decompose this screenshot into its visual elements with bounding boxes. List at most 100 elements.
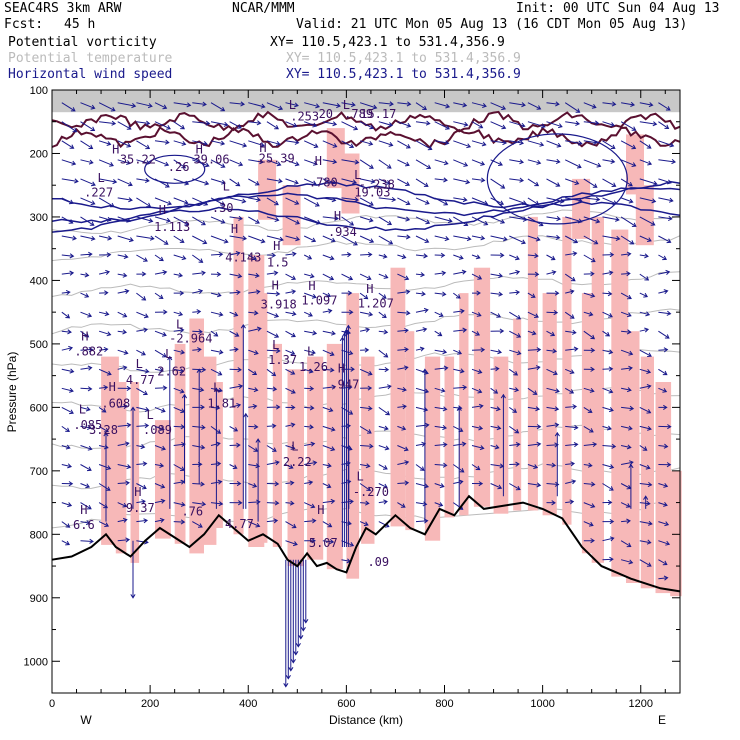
wind-vector	[471, 273, 483, 280]
wind-vector	[117, 272, 128, 278]
wind-vector	[210, 349, 224, 355]
wind-vector	[658, 197, 674, 203]
wind-vector	[565, 216, 583, 224]
wind-vector	[658, 521, 670, 527]
wind-vector	[136, 349, 146, 356]
wind-vector	[509, 177, 525, 183]
wind-vector	[61, 289, 71, 295]
downdraft-vector	[283, 559, 289, 688]
wind-vector	[546, 254, 556, 261]
pv-shade-column	[233, 216, 244, 535]
contour-label: H	[196, 143, 203, 157]
wind-vector	[117, 403, 128, 409]
wind-vector	[136, 197, 152, 208]
wind-vector	[583, 139, 598, 145]
pv-shade-column	[258, 293, 268, 543]
wind-vector	[341, 216, 355, 226]
wind-vector	[490, 159, 503, 166]
wind-vector	[359, 368, 373, 376]
updraft-vector	[341, 332, 347, 547]
wind-vector	[509, 197, 527, 206]
wind-vector	[471, 216, 489, 226]
wind-vector	[210, 425, 222, 434]
wind-vector	[229, 178, 241, 187]
wind-vector	[378, 216, 392, 226]
wind-vector	[229, 197, 247, 204]
wind-vector	[173, 290, 185, 296]
wind-vector	[434, 140, 450, 146]
wind-vector	[61, 311, 71, 319]
contour-label: .227	[84, 186, 113, 200]
wind-vector	[639, 327, 650, 333]
wind-vector	[583, 538, 595, 544]
wind-vector	[210, 405, 221, 411]
wind-vector	[658, 368, 668, 376]
wind-vector	[359, 327, 371, 333]
wind-vector	[527, 311, 539, 318]
wind-vector	[285, 540, 298, 547]
wind-vector	[80, 197, 96, 206]
wind-vector	[359, 197, 374, 206]
wind-vector	[359, 311, 374, 317]
wind-vector	[602, 235, 621, 241]
wind-vector	[304, 349, 316, 355]
wind-vector	[248, 102, 266, 109]
wind-vector	[136, 518, 149, 524]
contour-label: 15.17	[360, 107, 396, 121]
wind-vector	[304, 121, 318, 128]
y-tick-label: 600	[30, 402, 48, 414]
wind-vector	[509, 442, 521, 448]
wind-vector	[285, 139, 300, 145]
wind-vector	[639, 500, 651, 506]
wind-vector	[117, 385, 132, 392]
wind-vector	[322, 292, 332, 298]
wind-vector	[192, 288, 204, 294]
pv-shade-column	[444, 356, 455, 518]
wind-vector	[602, 499, 613, 506]
wind-vector	[173, 197, 189, 205]
wind-vector	[546, 330, 556, 337]
wind-vector	[471, 290, 481, 296]
wind-vector	[266, 500, 280, 506]
wind-vector	[546, 158, 561, 165]
wind-vector	[173, 102, 192, 108]
wind-vector	[173, 311, 184, 317]
downdraft-vector	[295, 559, 301, 648]
wind-vector	[415, 197, 430, 205]
wind-vector	[490, 311, 502, 318]
wind-vector	[583, 159, 602, 168]
wind-vector	[583, 235, 599, 245]
contour-label: H	[80, 503, 87, 517]
wind-vector	[658, 235, 672, 244]
wind-vector	[658, 443, 669, 449]
wind-vector	[378, 121, 394, 128]
wind-vector	[509, 311, 522, 320]
wind-vector	[322, 498, 336, 504]
wind-vector	[434, 442, 448, 448]
contour-label: 1.113	[154, 220, 190, 234]
wind-vector	[639, 445, 648, 451]
wind-vector	[285, 159, 300, 167]
wind-vector	[80, 424, 92, 431]
wind-vector	[415, 346, 425, 352]
wind-vector	[546, 481, 560, 487]
contour-label: 3.918	[261, 297, 297, 311]
contour-label: H	[308, 279, 315, 293]
wind-vector	[154, 425, 165, 431]
wind-vector	[527, 271, 540, 277]
wind-vector	[583, 387, 595, 393]
wind-vector	[341, 178, 357, 185]
wind-vector	[453, 269, 467, 275]
wind-vector	[304, 424, 314, 430]
east-label: E	[658, 713, 666, 727]
wind-vector	[154, 385, 168, 391]
wind-vector	[434, 425, 448, 431]
wind-vector	[304, 273, 315, 279]
wind-vector	[80, 121, 96, 131]
wind-vector	[341, 309, 354, 315]
wind-vector	[117, 216, 132, 223]
wind-vector	[266, 481, 280, 487]
wind-vector	[434, 252, 446, 258]
wind-vector	[80, 102, 96, 110]
wind-vector	[527, 121, 546, 129]
